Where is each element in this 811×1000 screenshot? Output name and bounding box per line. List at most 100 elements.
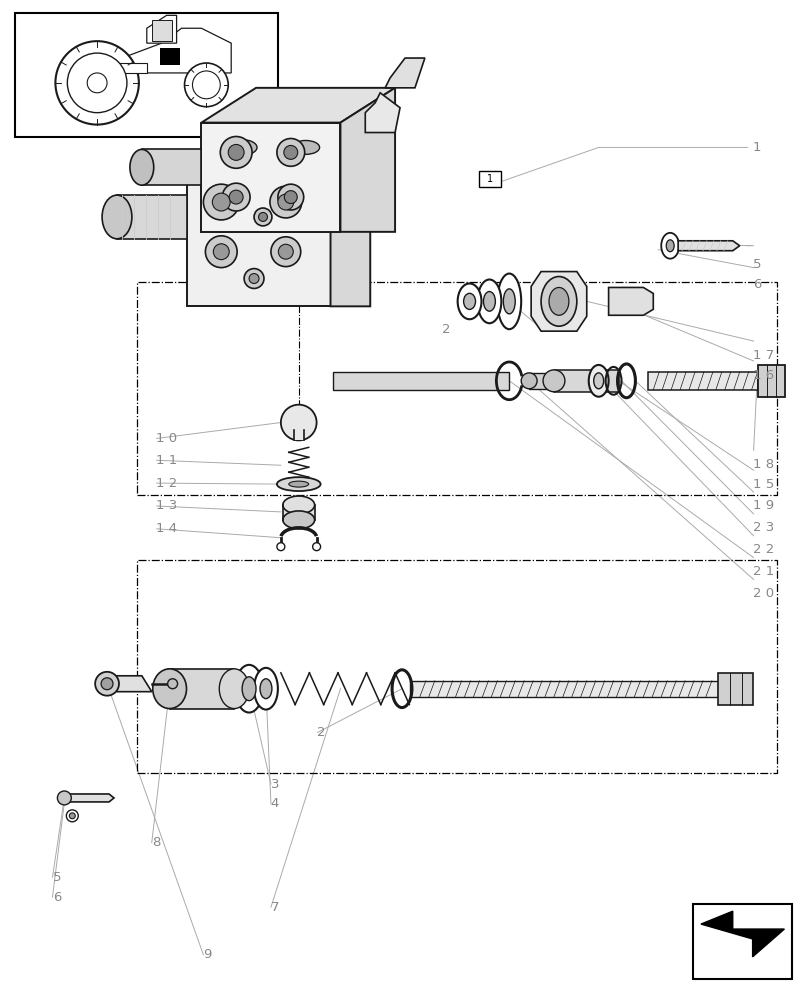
Polygon shape [700, 911, 783, 957]
Circle shape [55, 41, 139, 125]
Ellipse shape [282, 496, 314, 514]
Ellipse shape [483, 292, 495, 311]
Text: 1: 1 [487, 174, 493, 184]
Text: 1 9: 1 9 [752, 499, 773, 512]
Polygon shape [340, 88, 395, 232]
Polygon shape [117, 195, 187, 239]
Circle shape [281, 405, 316, 440]
Ellipse shape [593, 373, 603, 389]
Text: 6: 6 [752, 278, 760, 291]
Polygon shape [152, 20, 171, 41]
Text: 1 0: 1 0 [156, 432, 177, 445]
Bar [15, 13, 277, 137]
Ellipse shape [503, 289, 515, 314]
Text: 2 0: 2 0 [752, 587, 773, 600]
Text: 7: 7 [270, 901, 279, 914]
Polygon shape [187, 133, 370, 162]
Circle shape [87, 73, 107, 93]
Text: 2: 2 [442, 323, 450, 336]
Ellipse shape [660, 233, 678, 259]
Text: 1: 1 [752, 141, 761, 154]
Ellipse shape [289, 481, 308, 487]
Polygon shape [330, 133, 370, 306]
Ellipse shape [543, 370, 564, 392]
Polygon shape [677, 241, 739, 251]
Ellipse shape [497, 274, 521, 329]
Polygon shape [169, 669, 234, 709]
Text: 8: 8 [152, 836, 160, 849]
Ellipse shape [277, 477, 320, 491]
Text: 1 2: 1 2 [156, 477, 177, 490]
Polygon shape [608, 287, 653, 315]
Polygon shape [282, 505, 314, 520]
Polygon shape [147, 15, 176, 43]
Text: 3: 3 [270, 778, 279, 791]
Text: 1 5: 1 5 [752, 478, 773, 491]
Text: 2 1: 2 1 [752, 565, 773, 578]
Circle shape [312, 543, 320, 551]
Polygon shape [187, 162, 330, 306]
Text: 1 8: 1 8 [752, 458, 773, 471]
Text: 9: 9 [203, 948, 211, 961]
Text: 4: 4 [270, 797, 278, 810]
Ellipse shape [254, 668, 277, 710]
Polygon shape [82, 63, 147, 73]
Ellipse shape [102, 195, 131, 239]
Bar [692, 904, 792, 979]
Polygon shape [717, 673, 752, 705]
Circle shape [278, 244, 293, 259]
Polygon shape [529, 373, 551, 389]
Circle shape [58, 791, 71, 805]
Polygon shape [201, 88, 395, 123]
Ellipse shape [291, 140, 320, 154]
Polygon shape [160, 48, 179, 65]
Ellipse shape [219, 669, 249, 709]
Polygon shape [107, 676, 152, 692]
Ellipse shape [548, 287, 569, 315]
Circle shape [212, 193, 230, 211]
Polygon shape [142, 149, 201, 185]
Text: 1 4: 1 4 [156, 522, 177, 535]
Circle shape [67, 53, 127, 113]
Ellipse shape [225, 139, 257, 155]
Circle shape [277, 138, 304, 166]
Text: 1 7: 1 7 [752, 349, 773, 362]
Polygon shape [384, 58, 424, 88]
Circle shape [284, 145, 298, 159]
Circle shape [95, 672, 119, 696]
Circle shape [244, 269, 264, 288]
Text: 2 3: 2 3 [752, 521, 773, 534]
Circle shape [67, 810, 78, 822]
Text: 1 3: 1 3 [156, 499, 177, 512]
Circle shape [184, 63, 228, 107]
Bar [479, 171, 500, 187]
Circle shape [229, 190, 242, 204]
Ellipse shape [152, 669, 187, 709]
Ellipse shape [521, 373, 536, 389]
Circle shape [277, 194, 294, 210]
Circle shape [277, 543, 285, 551]
Text: 2: 2 [317, 726, 325, 739]
Ellipse shape [260, 679, 272, 699]
Polygon shape [757, 365, 784, 397]
Circle shape [222, 183, 250, 211]
Text: 2 2: 2 2 [752, 543, 773, 556]
Ellipse shape [130, 149, 153, 185]
Circle shape [69, 813, 75, 819]
Text: 1 1: 1 1 [156, 454, 177, 467]
Polygon shape [553, 370, 618, 392]
Text: 1 6: 1 6 [752, 369, 773, 382]
Circle shape [258, 212, 267, 221]
Circle shape [192, 71, 220, 99]
Circle shape [203, 184, 239, 220]
Circle shape [254, 208, 272, 226]
Ellipse shape [282, 511, 314, 529]
Circle shape [284, 191, 297, 204]
Polygon shape [365, 93, 400, 133]
Polygon shape [530, 272, 586, 331]
Circle shape [271, 237, 300, 267]
Polygon shape [294, 423, 303, 440]
Polygon shape [410, 681, 717, 697]
Circle shape [213, 244, 229, 260]
Circle shape [220, 137, 251, 168]
